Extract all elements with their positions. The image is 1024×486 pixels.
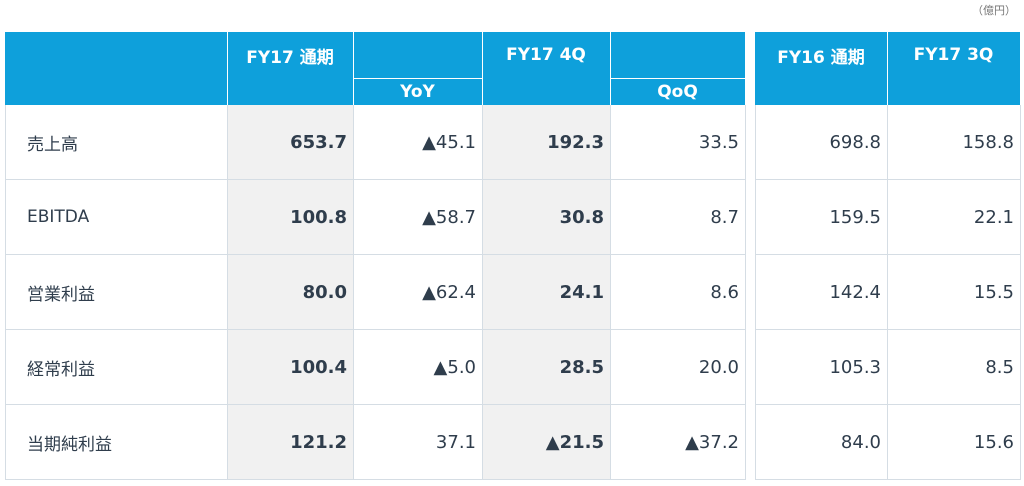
header-divider <box>482 32 483 105</box>
value-cell: ▲21.5 <box>482 405 610 480</box>
value-cell: 22.1 <box>887 180 1020 255</box>
header-divider <box>610 32 611 105</box>
grid-line <box>887 105 888 480</box>
row-label: EBITDA <box>5 180 227 255</box>
value-cell: ▲37.2 <box>610 405 745 480</box>
grid-line <box>353 105 354 480</box>
value-cell: 192.3 <box>482 105 610 180</box>
value-cell: ▲62.4 <box>353 255 482 330</box>
header-divider <box>353 78 482 79</box>
grid-line <box>1020 105 1021 480</box>
value-cell: 37.1 <box>353 405 482 480</box>
value-cell: 121.2 <box>227 405 353 480</box>
column-header: YoY <box>400 81 435 102</box>
value-cell: 80.0 <box>227 255 353 330</box>
unit-label: （億円） <box>972 4 1016 17</box>
column-header: FY17 3Q <box>913 45 994 65</box>
row-label: 経常利益 <box>5 330 227 405</box>
value-cell: ▲58.7 <box>353 180 482 255</box>
value-cell: 24.1 <box>482 255 610 330</box>
grid-line <box>5 105 6 480</box>
header-bg <box>5 32 745 105</box>
header-divider <box>610 78 745 79</box>
value-cell: 15.6 <box>887 405 1020 480</box>
grid-line <box>745 105 746 480</box>
value-cell: 15.5 <box>887 255 1020 330</box>
column-header: FY16 通期 <box>777 47 865 68</box>
value-cell: 653.7 <box>227 105 353 180</box>
value-cell: 30.8 <box>482 180 610 255</box>
row-label: 売上高 <box>5 105 227 180</box>
value-cell: ▲45.1 <box>353 105 482 180</box>
value-cell: 8.7 <box>610 180 745 255</box>
value-cell: 33.5 <box>610 105 745 180</box>
value-cell: 100.8 <box>227 180 353 255</box>
column-header: FY17 4Q <box>506 45 586 65</box>
value-cell: 100.4 <box>227 330 353 405</box>
header-divider <box>353 32 354 105</box>
row-label: 当期純利益 <box>5 405 227 480</box>
value-cell: 8.5 <box>887 330 1020 405</box>
row-label: 営業利益 <box>5 255 227 330</box>
value-cell: 158.8 <box>887 105 1020 180</box>
value-cell: 105.3 <box>755 330 887 405</box>
value-cell: 8.6 <box>610 255 745 330</box>
header-divider <box>887 32 888 105</box>
value-cell: 698.8 <box>755 105 887 180</box>
value-cell: 159.5 <box>755 180 887 255</box>
grid-line <box>227 105 228 480</box>
header-divider <box>227 32 228 105</box>
value-cell: 28.5 <box>482 330 610 405</box>
value-cell: 20.0 <box>610 330 745 405</box>
value-cell: ▲5.0 <box>353 330 482 405</box>
value-cell: 142.4 <box>755 255 887 330</box>
grid-line <box>610 105 611 480</box>
value-cell: 84.0 <box>755 405 887 480</box>
grid-line <box>755 105 756 480</box>
column-header: QoQ <box>657 81 698 102</box>
grid-line <box>482 105 483 480</box>
column-header: FY17 通期 <box>246 47 334 68</box>
